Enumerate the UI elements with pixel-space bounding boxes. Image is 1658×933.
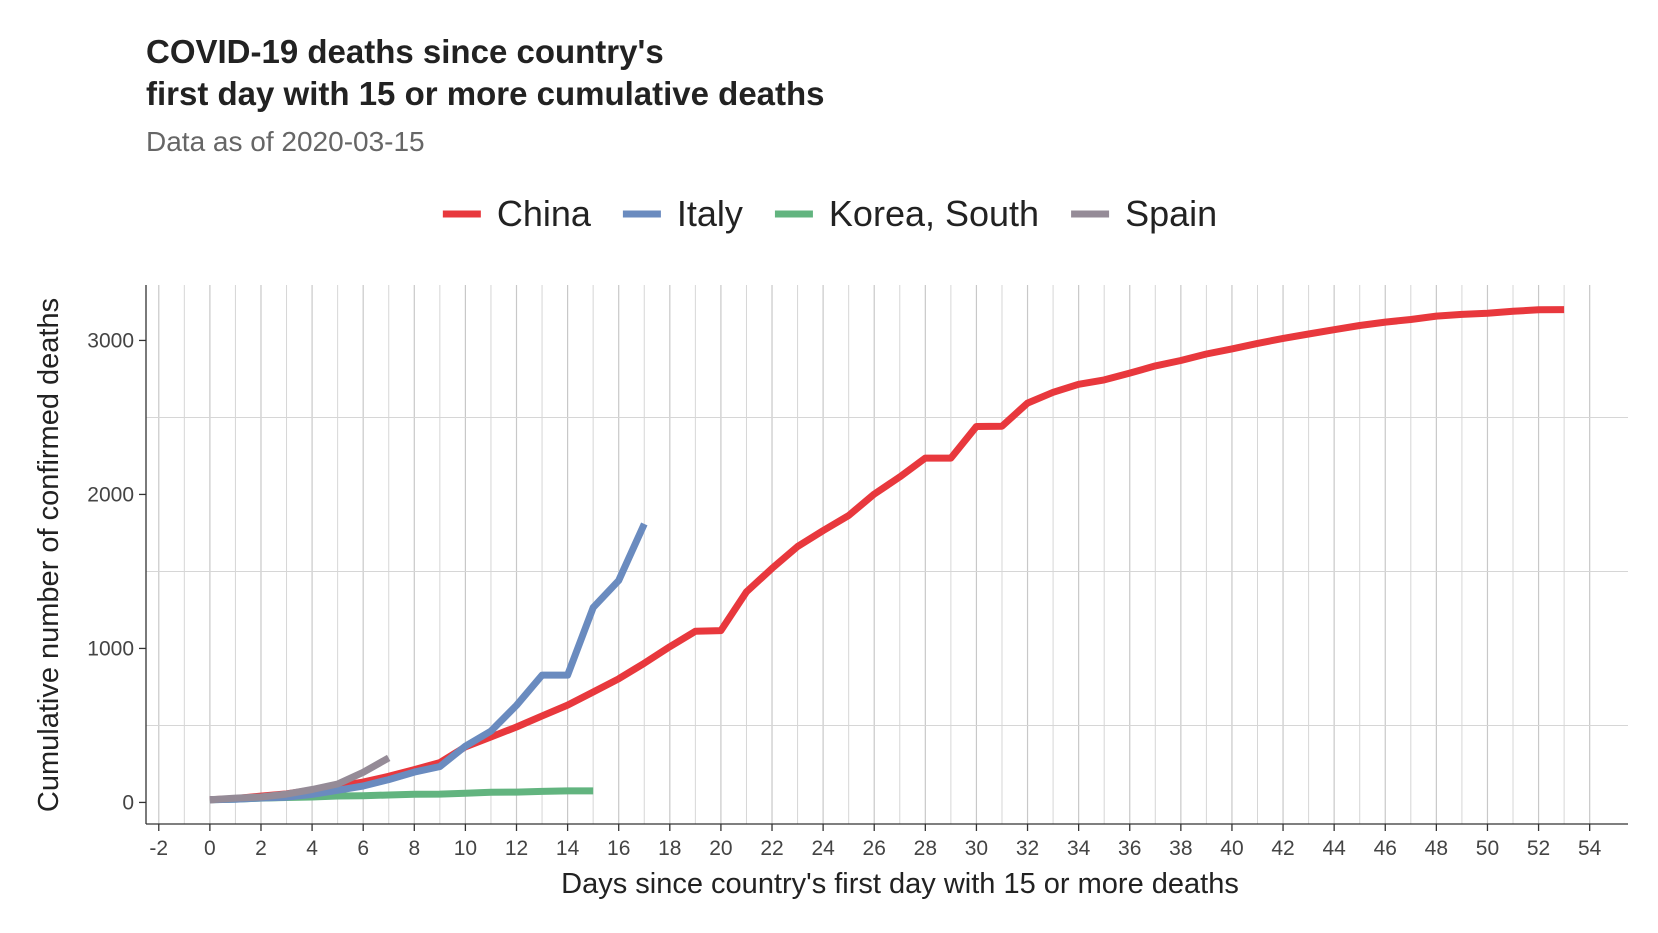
series-line-china	[209, 306, 1565, 804]
x-tick-label-30: 30	[965, 837, 988, 860]
x-tick-label-24: 24	[811, 837, 835, 860]
x-tick-label-54: 54	[1578, 837, 1602, 860]
y-tick-label-3000: 3000	[87, 329, 134, 352]
series-line-spain	[209, 754, 391, 804]
x-tick-label-32: 32	[1016, 837, 1039, 860]
x-tick-label-6: 6	[357, 837, 369, 860]
x-tick-label-16: 16	[607, 837, 630, 860]
x-tick-label-44: 44	[1322, 837, 1346, 860]
series-line-italy	[209, 522, 648, 804]
legend-label-korea-south: Korea, South	[829, 193, 1039, 234]
x-tick-label-4: 4	[306, 837, 318, 860]
y-tick-label-1000: 1000	[87, 637, 134, 660]
x-tick-label-36: 36	[1118, 837, 1141, 860]
x-tick-label-48: 48	[1425, 837, 1448, 860]
x-tick-label--2: -2	[149, 837, 168, 860]
series-layer	[209, 306, 1565, 804]
chart-subtitle: Data as of 2020-03-15	[146, 126, 425, 157]
x-tick-label-26: 26	[863, 837, 886, 860]
x-tick-label-22: 22	[760, 837, 783, 860]
x-tick-label-46: 46	[1374, 837, 1397, 860]
chart-title-line2: first day with 15 or more cumulative dea…	[146, 75, 825, 112]
x-tick-label-14: 14	[556, 837, 580, 860]
x-tick-label-20: 20	[709, 837, 732, 860]
x-tick-label-2: 2	[255, 837, 267, 860]
x-tick-label-52: 52	[1527, 837, 1550, 860]
legend: China Italy Korea, South Spain	[442, 193, 1217, 234]
legend-label-spain: Spain	[1125, 193, 1217, 234]
x-axis-title: Days since country's first day with 15 o…	[561, 868, 1239, 900]
x-tick-label-34: 34	[1067, 837, 1091, 860]
x-tick-label-12: 12	[505, 837, 528, 860]
x-tick-label-28: 28	[914, 837, 937, 860]
chart-title-line1: COVID-19 deaths since country's	[146, 33, 664, 70]
x-tick-label-42: 42	[1271, 837, 1294, 860]
x-tick-label-38: 38	[1169, 837, 1192, 860]
y-tick-label-2000: 2000	[87, 483, 134, 506]
x-tick-label-0: 0	[204, 837, 216, 860]
grid	[146, 285, 1628, 824]
legend-label-china: China	[497, 193, 592, 234]
y-tick-label-0: 0	[122, 791, 134, 814]
x-tick-label-8: 8	[408, 837, 420, 860]
legend-label-italy: Italy	[677, 193, 743, 234]
x-tick-label-18: 18	[658, 837, 681, 860]
x-tick-label-10: 10	[454, 837, 477, 860]
y-axis-title: Cumulative number of confirmed deaths	[33, 298, 65, 812]
axes: -2 0 2 4 6 8 10 12 14 16 18 20 22 24 26 28 30 32 34 36 38 40 4…	[87, 285, 1628, 860]
x-tick-label-40: 40	[1220, 837, 1243, 860]
x-tick-label-50: 50	[1476, 837, 1499, 860]
